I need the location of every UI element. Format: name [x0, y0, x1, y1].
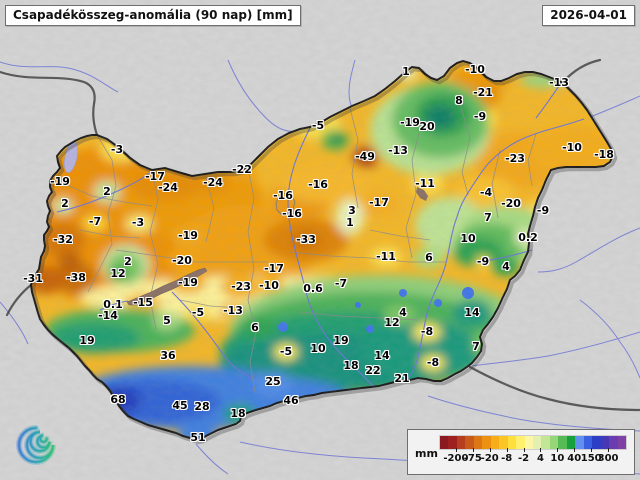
map-date: 2026-04-01 [542, 5, 635, 26]
legend-tick-mark [472, 448, 474, 452]
legend-tick-mark [489, 448, 491, 452]
legend-tick-label: 4 [536, 453, 544, 464]
legend-tick-label: -8 [501, 453, 513, 464]
legend-ticklabels: -200 -75 -20 -8 -2 4 10 40 150 300 [439, 453, 625, 467]
map-title: Csapadékösszeg-anomália (90 nap) [mm] [5, 5, 301, 26]
legend-tick-mark [540, 448, 542, 452]
legend-tick-label: -20 [480, 453, 499, 464]
legend-tick-mark [523, 448, 525, 452]
legend-tick-mark [455, 448, 457, 452]
legend-tick-label: -75 [463, 453, 482, 464]
legend-tick-mark [591, 448, 593, 452]
legend-tick-label: -2 [517, 453, 530, 464]
legend-tick-mark [574, 448, 576, 452]
legend-tick-mark [506, 448, 508, 452]
legend-unit: mm [415, 447, 438, 460]
legend-tick-label: 300 [597, 453, 619, 464]
legend-tick-mark [608, 448, 610, 452]
legend-tick-label: 40 [567, 453, 582, 464]
legend-tickmarks [439, 448, 625, 452]
legend-tick-mark [557, 448, 559, 452]
legend-tick-label: 10 [550, 453, 565, 464]
legend: mm -200 -75 -20 -8 -2 4 10 40 150 300 [407, 429, 635, 475]
met-spiral-logo [16, 425, 56, 465]
